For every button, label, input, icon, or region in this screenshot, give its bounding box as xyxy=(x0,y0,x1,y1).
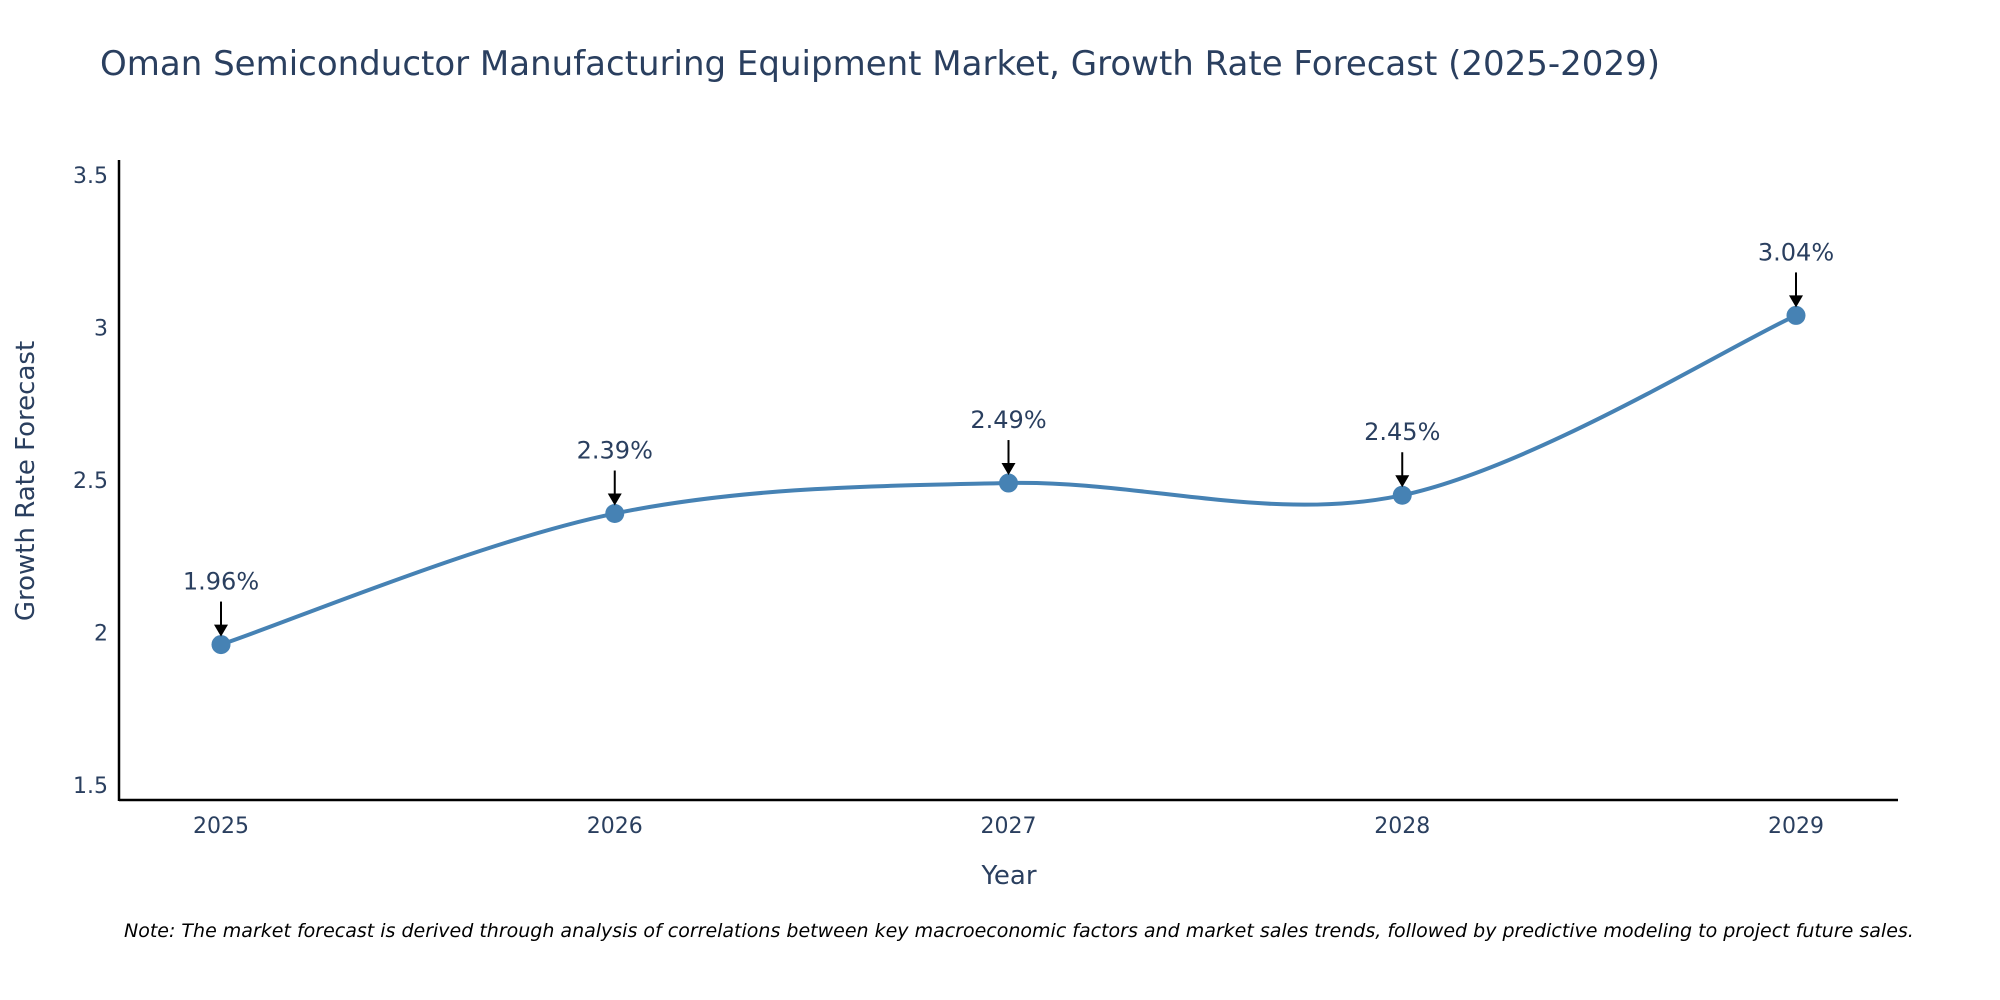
data-point xyxy=(1786,305,1806,325)
axes-layer: 1.5 2 2.5 3 3.5 2025 2026 2027 2028 2029 xyxy=(73,160,1898,839)
y-tick-label: 2.5 xyxy=(73,469,108,494)
data-label: 1.96% xyxy=(183,568,259,596)
x-axis-title: Year xyxy=(980,861,1036,891)
x-tick-label: 2028 xyxy=(1374,814,1430,839)
data-label: 3.04% xyxy=(1758,238,1834,266)
chart-title: Oman Semiconductor Manufacturing Equipme… xyxy=(100,44,1660,84)
chart-note: Note: The market forecast is derived thr… xyxy=(124,920,1914,942)
data-point xyxy=(1392,485,1412,505)
annotation-arrow-head xyxy=(1395,475,1410,488)
data-label: 2.39% xyxy=(577,437,653,465)
y-tick-label: 2 xyxy=(94,621,108,646)
annotation-arrow-head xyxy=(214,624,228,637)
y-tick-label: 1.5 xyxy=(73,774,108,799)
data-point xyxy=(605,504,625,524)
y-tick-label: 3.5 xyxy=(73,164,108,189)
x-tick-label: 2029 xyxy=(1768,814,1824,839)
data-label: 2.45% xyxy=(1364,418,1440,446)
data-point xyxy=(211,635,231,655)
data-label: 2.49% xyxy=(970,406,1046,434)
annotation-arrow-head xyxy=(607,493,622,506)
y-tick-label: 3 xyxy=(94,317,108,342)
data-point xyxy=(999,473,1018,493)
x-tick-label: 2025 xyxy=(193,814,249,839)
annotation-arrow-head xyxy=(1789,295,1803,308)
series-layer xyxy=(211,305,1806,655)
annotation-arrow-head xyxy=(1001,463,1016,476)
annotation-layer: 1.96% 2.39% 2.49% 2.45% 3.04% xyxy=(183,238,1834,637)
x-tick-label: 2026 xyxy=(587,814,643,839)
y-axis-title: Growth Rate Forecast xyxy=(11,341,41,621)
x-tick-label: 2027 xyxy=(981,814,1037,839)
